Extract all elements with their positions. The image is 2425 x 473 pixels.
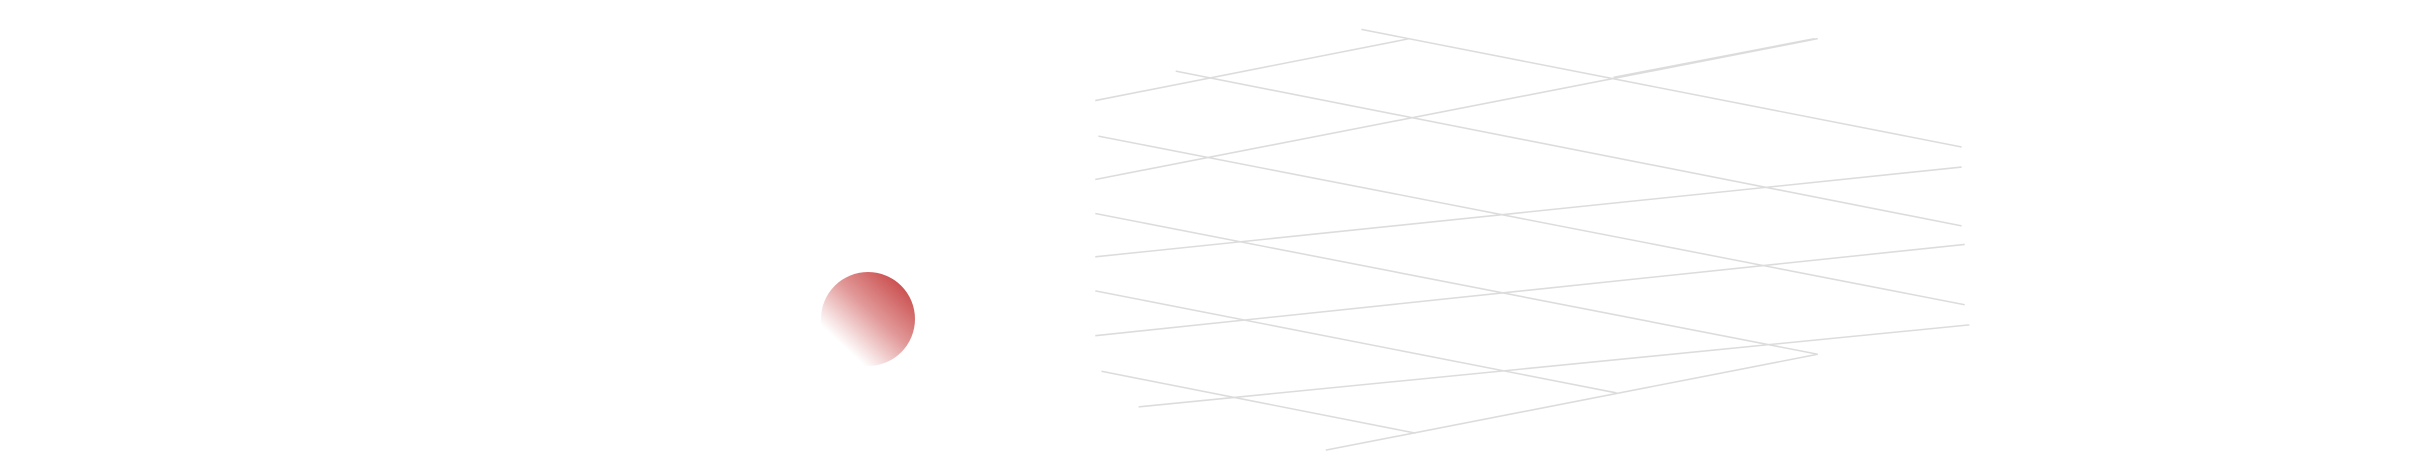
grid-line (1095, 290, 1617, 394)
grid-line (1095, 243, 1965, 337)
grid-line (1095, 37, 1410, 102)
grid-line (1361, 28, 1962, 148)
grid-line (1095, 212, 1818, 356)
grid-line (1325, 353, 1818, 451)
grid-line (1138, 324, 1970, 408)
grid-line (1613, 37, 1815, 79)
grid-line (1175, 70, 1962, 227)
perspective-grid (1095, 28, 1970, 451)
grid-line (1101, 370, 1416, 434)
gradient-ball (821, 272, 915, 366)
grid-line (1098, 135, 1965, 306)
grid-line (1095, 166, 1962, 258)
grid-line (1095, 37, 1818, 181)
